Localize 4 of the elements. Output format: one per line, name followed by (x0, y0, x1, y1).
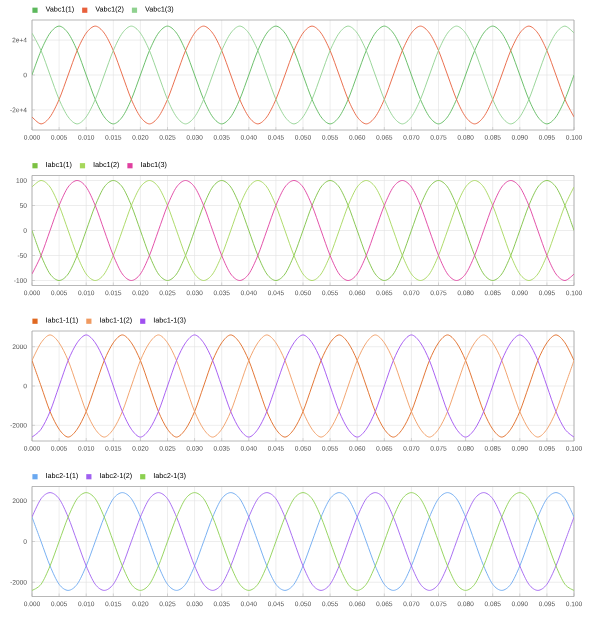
line-series (32, 25, 574, 125)
line-series (32, 334, 575, 438)
line-series (32, 180, 574, 281)
line-series (32, 492, 575, 591)
